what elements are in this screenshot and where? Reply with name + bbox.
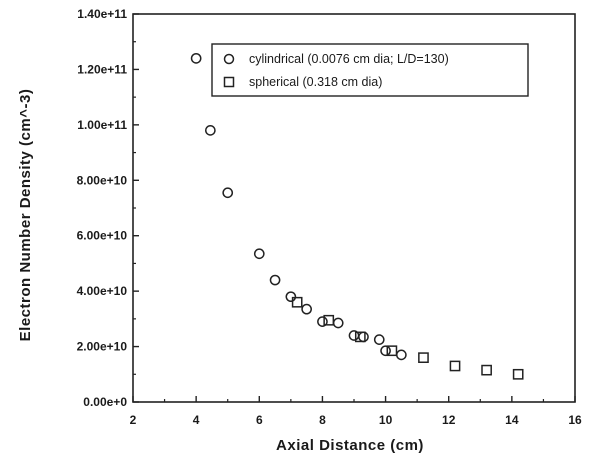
cylindrical-data-point bbox=[373, 334, 385, 345]
spherical-data-point bbox=[354, 331, 366, 343]
spherical-data-point bbox=[481, 364, 492, 376]
x-tick-label: 2 bbox=[130, 413, 137, 427]
legend-square-marker bbox=[223, 76, 235, 88]
cylindrical-data-point bbox=[317, 316, 328, 327]
y-tick-label: 0.00e+0 bbox=[83, 395, 127, 409]
cylindrical-data-point bbox=[380, 345, 391, 357]
spherical-data-point bbox=[418, 352, 429, 364]
cylindrical-data-point bbox=[285, 291, 297, 303]
legend-box bbox=[211, 43, 529, 97]
cylindrical-data-point bbox=[205, 125, 216, 136]
cylindrical-data-point bbox=[301, 303, 312, 315]
cylindrical-data-point bbox=[396, 349, 407, 361]
y-tick-label: 8.00e+10 bbox=[77, 173, 128, 187]
ticks: 2 4 6 8 10 12 14 16 0.00e+0 2.00e+10 4.00e+10 6.00e… bbox=[77, 7, 582, 427]
cylindrical-data-point bbox=[332, 317, 344, 329]
y-tick-label: 1.00e+11 bbox=[77, 118, 127, 132]
y-axis-title: Electron Number Density (cm^-3) bbox=[17, 89, 34, 342]
cylindrical-data-point bbox=[190, 52, 202, 64]
x-tick-label: 6 bbox=[256, 413, 263, 427]
y-tick-label: 6.00e+10 bbox=[77, 229, 128, 243]
legend: cylindrical (0.0076 cm dia; L/D=130) sph… bbox=[211, 43, 529, 97]
x-tick-label: 16 bbox=[568, 413, 582, 427]
legend-entry-cylindrical: cylindrical (0.0076 cm dia; L/D=130) bbox=[249, 52, 449, 66]
x-tick-label: 12 bbox=[442, 413, 456, 427]
y-tick-label: 4.00e+10 bbox=[77, 284, 128, 298]
data-markers bbox=[190, 52, 524, 380]
y-tick-label: 1.40e+11 bbox=[77, 7, 127, 21]
x-axis-title: Axial Distance (cm) bbox=[276, 437, 424, 454]
legend-entry-spherical: spherical (0.318 cm dia) bbox=[249, 75, 382, 89]
cylindrical-data-point bbox=[222, 187, 234, 199]
cylindrical-data-point bbox=[358, 331, 369, 343]
spherical-data-point bbox=[449, 360, 461, 372]
cylindrical-data-point bbox=[269, 274, 281, 286]
spherical-data-point bbox=[512, 368, 524, 380]
spherical-data-point bbox=[291, 296, 303, 308]
spherical-data-point bbox=[323, 314, 335, 326]
y-tick-label: 2.00e+10 bbox=[77, 340, 128, 354]
legend-circle-marker bbox=[223, 53, 235, 65]
cylindrical-data-point bbox=[253, 248, 265, 260]
x-tick-label: 14 bbox=[505, 413, 519, 427]
x-tick-label: 10 bbox=[379, 413, 393, 427]
x-tick-label: 8 bbox=[319, 413, 326, 427]
y-tick-label: 1.20e+11 bbox=[77, 62, 127, 76]
spherical-data-point bbox=[386, 345, 398, 357]
x-tick-label: 4 bbox=[193, 413, 200, 427]
